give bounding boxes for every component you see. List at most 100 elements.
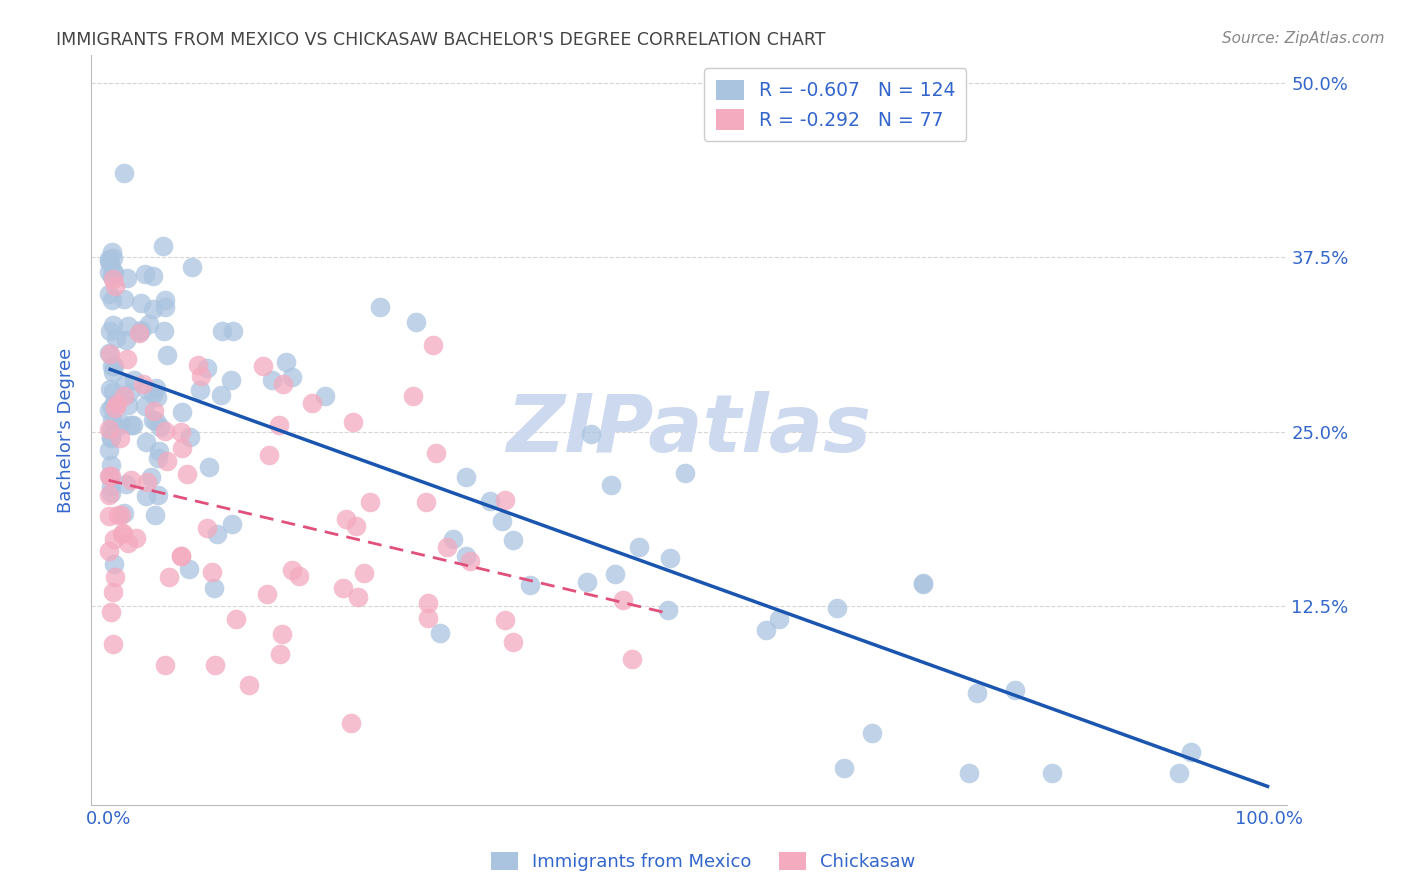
Point xyxy=(114,333,136,347)
Point xyxy=(195,521,218,535)
Text: IMMIGRANTS FROM MEXICO VS CHICKASAW BACHELOR'S DEGREE CORRELATION CHART: IMMIGRANTS FROM MEXICO VS CHICKASAW BACH… xyxy=(56,31,825,49)
Point xyxy=(209,388,232,402)
Point xyxy=(187,359,209,373)
Point xyxy=(153,324,176,338)
Point xyxy=(152,239,174,253)
Point xyxy=(100,485,122,500)
Point xyxy=(519,577,541,591)
Point xyxy=(100,469,122,483)
Point xyxy=(100,400,122,414)
Point xyxy=(112,166,135,180)
Point xyxy=(502,635,524,649)
Point xyxy=(100,458,122,473)
Point xyxy=(98,382,121,396)
Point xyxy=(201,566,224,580)
Point xyxy=(494,492,516,507)
Point xyxy=(422,338,444,352)
Point xyxy=(211,324,233,338)
Point xyxy=(599,477,621,491)
Point xyxy=(288,569,311,583)
Point xyxy=(205,527,228,541)
Point xyxy=(172,405,194,419)
Point xyxy=(344,519,367,533)
Point xyxy=(132,376,155,391)
Point xyxy=(100,469,122,483)
Point xyxy=(340,716,363,731)
Point xyxy=(121,417,143,432)
Point xyxy=(101,585,124,599)
Point xyxy=(101,244,124,259)
Point xyxy=(281,370,304,384)
Point xyxy=(103,272,125,286)
Point xyxy=(135,382,157,396)
Point xyxy=(335,512,357,526)
Point xyxy=(105,397,128,411)
Point xyxy=(425,446,447,460)
Point xyxy=(575,574,598,589)
Point xyxy=(153,300,176,314)
Point xyxy=(110,508,132,522)
Point xyxy=(153,658,176,673)
Point xyxy=(131,296,153,310)
Point xyxy=(112,506,135,520)
Point xyxy=(202,581,225,595)
Point xyxy=(267,418,290,433)
Point xyxy=(155,424,177,438)
Point xyxy=(115,477,138,491)
Point xyxy=(103,359,125,373)
Point xyxy=(418,611,440,625)
Point xyxy=(100,424,122,438)
Point xyxy=(97,422,120,436)
Point xyxy=(612,593,634,607)
Point xyxy=(110,432,132,446)
Point xyxy=(110,417,132,431)
Point xyxy=(103,266,125,280)
Point xyxy=(100,479,122,493)
Point xyxy=(104,569,127,583)
Point xyxy=(97,488,120,502)
Point xyxy=(101,264,124,278)
Point xyxy=(911,576,934,591)
Point xyxy=(169,549,191,563)
Point xyxy=(502,533,524,548)
Point xyxy=(153,293,176,308)
Point xyxy=(405,315,427,329)
Point xyxy=(122,373,145,387)
Point xyxy=(98,468,121,483)
Point xyxy=(755,624,778,638)
Point xyxy=(97,402,120,417)
Point xyxy=(238,678,260,692)
Point xyxy=(491,514,513,528)
Point xyxy=(105,420,128,434)
Point xyxy=(415,495,437,509)
Point xyxy=(342,416,364,430)
Point xyxy=(179,430,201,444)
Point xyxy=(97,544,120,558)
Point xyxy=(620,652,643,666)
Point xyxy=(145,414,167,428)
Point xyxy=(169,549,191,563)
Point xyxy=(429,625,451,640)
Point xyxy=(274,355,297,369)
Point xyxy=(146,488,169,502)
Point xyxy=(314,389,336,403)
Point xyxy=(149,419,172,434)
Point xyxy=(107,508,129,523)
Point xyxy=(262,373,284,387)
Point xyxy=(436,540,458,554)
Point xyxy=(101,318,124,332)
Point xyxy=(966,686,988,700)
Point xyxy=(454,549,477,563)
Point xyxy=(98,256,121,270)
Point xyxy=(100,431,122,445)
Point xyxy=(273,376,295,391)
Point xyxy=(100,359,122,373)
Point xyxy=(134,267,156,281)
Point xyxy=(104,401,127,416)
Point xyxy=(143,508,166,523)
Point xyxy=(332,581,354,595)
Point xyxy=(115,351,138,366)
Point xyxy=(98,345,121,359)
Point xyxy=(117,318,139,333)
Point xyxy=(221,324,243,338)
